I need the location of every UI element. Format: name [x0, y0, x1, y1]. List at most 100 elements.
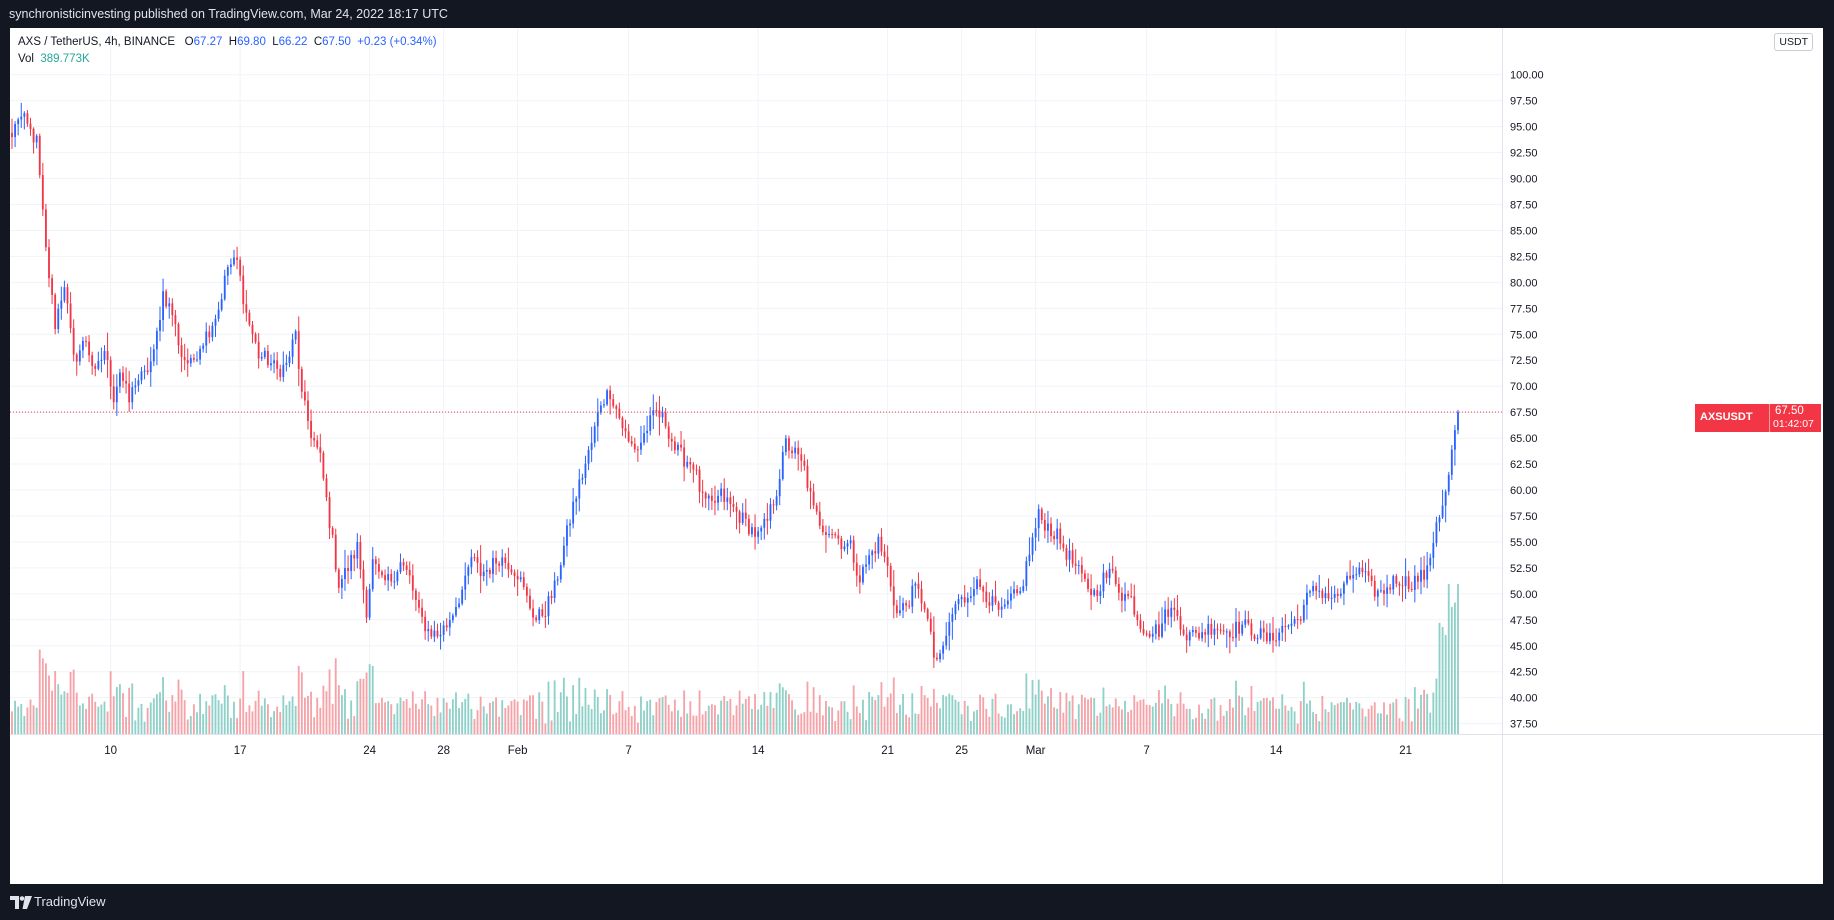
volume-bar: [1361, 708, 1364, 734]
volume-bar: [902, 693, 904, 734]
volume-bar: [85, 708, 87, 734]
candle-body: [57, 308, 60, 330]
volume-bar: [1154, 702, 1157, 734]
candle-body: [1068, 550, 1071, 560]
volume-bar: [399, 697, 402, 734]
chart-panel[interactable]: 100.00 97.50 95.00 92.50 90.00 87.50 85.00 82.5…: [10, 28, 1823, 884]
volume-bar: [1262, 698, 1265, 734]
volume-bar: [1275, 708, 1278, 734]
footer-brand[interactable]: TradingView: [34, 894, 106, 909]
volume-bar: [91, 693, 94, 734]
candle-body: [1370, 575, 1373, 581]
volume-bar: [72, 669, 75, 734]
volume-bar: [704, 711, 707, 734]
candle-body: [806, 465, 809, 489]
candle-body: [266, 350, 269, 366]
price-tick-label: 40.00: [1510, 693, 1538, 705]
candle-body: [828, 534, 830, 536]
candle-body: [112, 386, 115, 403]
candle-body: [94, 365, 97, 369]
candle-body: [1198, 632, 1200, 639]
candle-body: [430, 629, 433, 637]
volume-bar: [149, 702, 152, 734]
candle-body: [868, 555, 871, 565]
candle-body: [100, 359, 103, 361]
candle-body: [1105, 572, 1108, 578]
candle-body: [612, 399, 615, 407]
candle-body: [942, 645, 945, 654]
volume-bar: [118, 684, 121, 734]
candle-body: [1167, 609, 1170, 617]
volume-bar: [20, 703, 23, 734]
volume-bar: [1342, 702, 1345, 734]
volume-bar: [797, 715, 800, 734]
volume-bar: [248, 705, 251, 734]
volume-bar: [788, 694, 790, 734]
volume-bar: [1179, 692, 1182, 734]
candle-body: [482, 571, 485, 577]
volume-bar: [877, 695, 880, 734]
candle-body: [1099, 591, 1102, 597]
symbol-description[interactable]: AXS / TetherUS, 4h, BINANCE: [18, 36, 176, 48]
volume-bar: [81, 703, 84, 734]
volume-bar: [707, 705, 710, 734]
volume-label[interactable]: Vol: [18, 53, 34, 65]
candle-body: [488, 569, 491, 574]
tradingview-logo-icon[interactable]: [10, 896, 32, 909]
volume-bar: [177, 679, 180, 734]
candle-body: [393, 581, 396, 583]
volume-bar: [1022, 710, 1025, 734]
volume-bar: [803, 712, 806, 734]
volume-bar: [1339, 701, 1342, 734]
volume-bar: [1077, 704, 1080, 734]
candle-body: [698, 469, 701, 492]
volume-bar: [1216, 720, 1219, 734]
candle-body: [109, 360, 112, 387]
candle-body: [1207, 623, 1210, 635]
volume-bar: [41, 658, 44, 734]
candles: [11, 102, 1459, 668]
candle-body: [1037, 509, 1040, 529]
volume-bar: [476, 710, 479, 734]
candle-body: [837, 535, 840, 539]
candle-body: [319, 447, 322, 453]
volume-bar: [1272, 697, 1274, 734]
volume-bar: [769, 692, 772, 734]
candle-body: [757, 531, 760, 537]
volume-bar: [1093, 698, 1096, 734]
volume-bar: [192, 704, 195, 734]
volume-line: Vol 389.773K: [18, 51, 437, 68]
candle-body: [772, 504, 775, 506]
volume-bar: [923, 695, 926, 734]
candle-body: [658, 410, 661, 418]
volume-bar: [1111, 707, 1114, 734]
candle-body: [1407, 576, 1410, 589]
candle-body: [1315, 585, 1318, 591]
candle-body: [618, 408, 621, 418]
chart-canvas[interactable]: 100.00 97.50 95.00 92.50 90.00 87.50 85.00 82.5…: [10, 28, 1823, 884]
candle-body: [905, 603, 908, 606]
currency-unit-button[interactable]: USDT: [1774, 33, 1813, 51]
candle-body: [1287, 625, 1290, 627]
candle-body: [643, 433, 645, 443]
candle-body: [1269, 632, 1271, 642]
volume-bar: [1182, 703, 1185, 734]
volume-bar: [732, 715, 735, 734]
high-label: H: [228, 36, 238, 48]
candle-body: [559, 565, 562, 580]
volume-bar: [1133, 695, 1136, 734]
candle-body: [32, 128, 35, 143]
candle-body: [680, 444, 682, 448]
candle-body: [636, 449, 639, 451]
candle-body: [911, 585, 914, 607]
candle-body: [350, 554, 353, 572]
candle-body: [63, 287, 66, 301]
candle-body: [538, 609, 541, 621]
volume-bar: [377, 702, 380, 734]
candle-body: [1302, 604, 1305, 621]
candle-body: [1145, 633, 1148, 635]
volume-bar: [994, 693, 997, 734]
volume-bar: [1299, 701, 1302, 734]
volume-bar: [396, 703, 399, 734]
candle-body: [476, 557, 479, 563]
